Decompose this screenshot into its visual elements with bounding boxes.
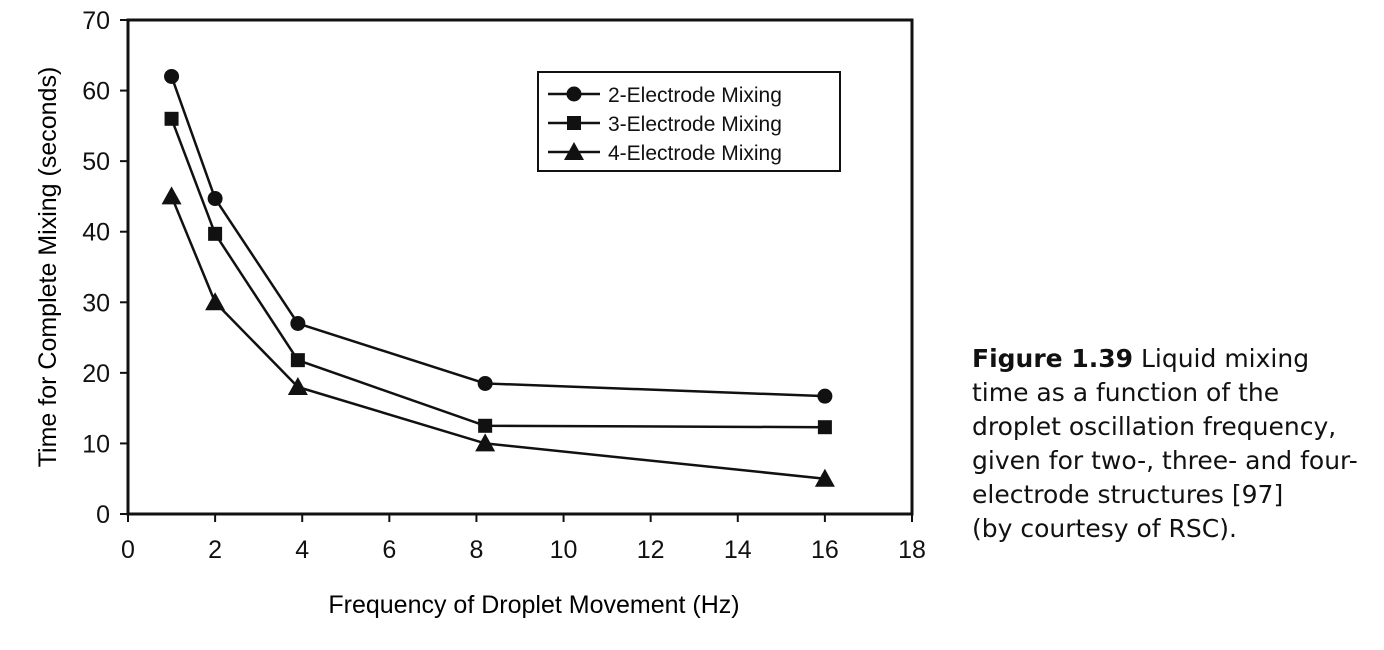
y-tick-label: 70 [82, 7, 110, 35]
data-point [478, 418, 493, 433]
y-tick-label: 40 [82, 219, 110, 247]
x-tick-label: 14 [724, 536, 752, 564]
legend-marker [567, 116, 581, 130]
y-tick-label: 30 [82, 289, 110, 317]
x-tick-label: 16 [811, 536, 839, 564]
chart-series [161, 68, 835, 487]
data-point [290, 353, 305, 368]
caption-credit: (by courtesy of RSC). [972, 514, 1237, 543]
y-tick-label: 60 [82, 78, 110, 106]
y-tick-label: 20 [82, 360, 110, 388]
x-tick-label: 8 [469, 536, 483, 564]
data-point [287, 376, 308, 395]
data-point [475, 433, 496, 452]
x-axis-label: Frequency of Droplet Movement (Hz) [328, 591, 739, 619]
y-tick-label: 50 [82, 148, 110, 176]
series-1 [164, 68, 833, 404]
figure-caption: Figure 1.39 Liquid mixing time as a func… [972, 342, 1372, 546]
y-tick-label: 10 [82, 430, 110, 458]
x-tick-label: 2 [208, 536, 222, 564]
data-point [817, 420, 832, 435]
legend-label: 2-Electrode Mixing [608, 84, 782, 107]
series-3 [161, 186, 835, 487]
legend-marker [566, 86, 582, 102]
data-point [817, 388, 833, 404]
x-tick-label: 18 [898, 536, 926, 564]
x-tick-label: 4 [295, 536, 309, 564]
legend-label: 3-Electrode Mixing [608, 113, 782, 136]
series-2 [164, 111, 832, 435]
x-tick-label: 6 [382, 536, 396, 564]
legend-label: 4-Electrode Mixing [608, 142, 782, 165]
chart-legend: 2-Electrode Mixing 3-Electrode Mixing 4-El… [537, 71, 841, 172]
y-axis-label: Time for Complete Mixing (seconds) [34, 67, 62, 468]
legend-box [537, 71, 841, 172]
caption-text: Liquid mixing time as a function of the … [972, 344, 1358, 509]
data-point [207, 191, 223, 207]
data-point [208, 226, 223, 241]
series-line [170, 195, 826, 480]
data-point [164, 68, 180, 84]
data-point [290, 315, 306, 331]
figure-label: Figure 1.39 [972, 344, 1134, 373]
chart-axes [126, 18, 914, 516]
data-point [161, 186, 182, 205]
x-tick-label: 12 [637, 536, 665, 564]
data-point [164, 111, 179, 126]
legend-marker [564, 142, 584, 160]
y-tick-label: 0 [96, 501, 110, 529]
data-point [477, 375, 493, 391]
x-tick-label: 10 [550, 536, 578, 564]
data-point [814, 468, 835, 487]
x-tick-label: 0 [121, 536, 135, 564]
plot-frame [126, 18, 914, 516]
data-point [205, 292, 226, 311]
chart-ticks: 0 2 4 6 8 10 12 14 16 18 0 10 20 30 40 50 60 70 [82, 7, 926, 564]
